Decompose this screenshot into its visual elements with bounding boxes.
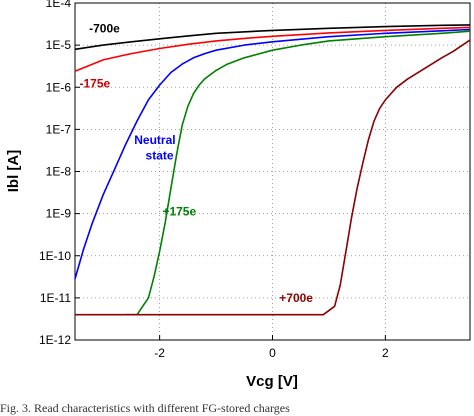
y-tick-label: 1E-8 bbox=[46, 165, 72, 179]
series-line-2 bbox=[74, 28, 471, 280]
series-line-1 bbox=[74, 26, 471, 72]
y-tick-label: 1E-6 bbox=[46, 80, 72, 94]
series-annotation-label: -700e bbox=[89, 21, 120, 35]
y-tick-label: 1E-11 bbox=[40, 291, 71, 305]
series-annotation-label: state bbox=[146, 149, 174, 163]
series-annotation-label: +700e bbox=[279, 291, 313, 305]
y-tick-label: 1E-9 bbox=[46, 207, 72, 221]
series-line-0 bbox=[74, 24, 471, 51]
figure-caption: Fig. 3. Read characteristics with differ… bbox=[0, 401, 290, 415]
series-lines bbox=[74, 24, 471, 316]
series-annotation-label: +175e bbox=[162, 205, 196, 219]
y-tick-label: 1E-7 bbox=[46, 122, 72, 136]
y-axis-title: Ibl [A] bbox=[5, 150, 22, 193]
series-annotation-label: -175e bbox=[80, 76, 111, 90]
y-tick-label: 1E-12 bbox=[39, 333, 71, 347]
y-tick-label: 1E-10 bbox=[39, 249, 71, 263]
series-annotation-label: Neutral bbox=[134, 133, 175, 147]
x-tick-label: -2 bbox=[154, 346, 165, 360]
x-axis-title: Vcg [V] bbox=[246, 373, 298, 390]
y-tick-label: 1E-5 bbox=[46, 38, 72, 52]
series-line-4 bbox=[75, 39, 471, 316]
x-tick-label: 0 bbox=[269, 346, 276, 360]
grid bbox=[75, 3, 470, 340]
series-line-3 bbox=[125, 30, 471, 316]
y-axis-ticks: 1E-4 1E-5 1E-6 1E-7 1E-8 1E-9 1E-10 1E-11 1E-12 bbox=[39, 0, 80, 347]
y-tick-label: 1E-4 bbox=[46, 0, 72, 10]
series-annotations: -700e -175e Neutral state +175e +700e bbox=[80, 21, 314, 305]
chart: 1E-41E-51E-61E-71E-81E-91E-101E-111E-12 … bbox=[5, 0, 471, 390]
x-tick-label: 2 bbox=[382, 346, 389, 360]
x-axis-ticks: -2 0 2 bbox=[154, 335, 389, 360]
